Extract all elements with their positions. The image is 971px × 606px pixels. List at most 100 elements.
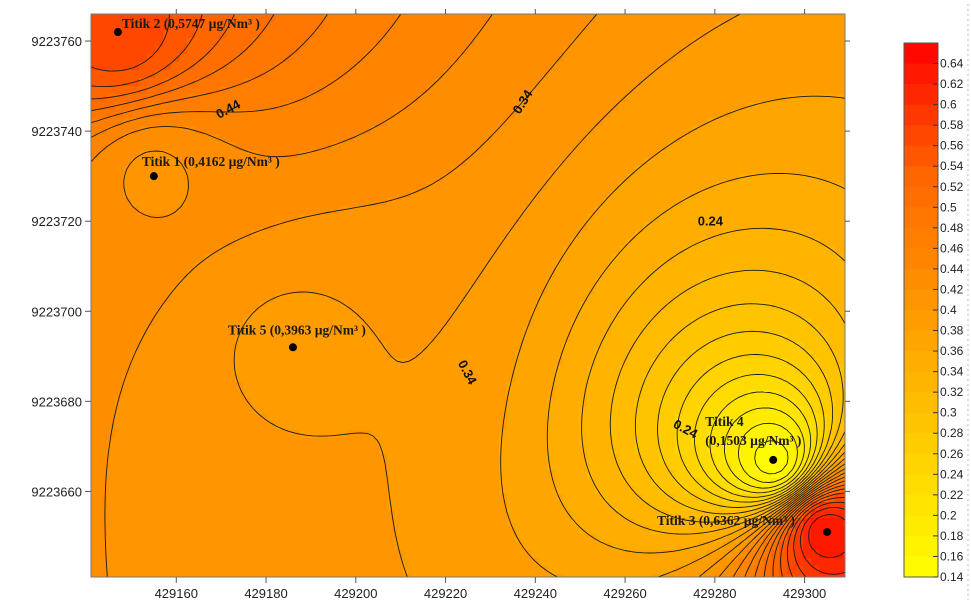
- field-cell: [675, 142, 684, 151]
- field-cell: [155, 78, 164, 87]
- field-cell: [163, 406, 172, 415]
- field-cell: [435, 38, 444, 47]
- field-cell: [243, 318, 252, 327]
- field-cell: [795, 286, 804, 295]
- field-cell: [843, 126, 845, 135]
- field-cell: [155, 126, 164, 135]
- field-cell: [347, 358, 356, 367]
- field-cell: [507, 142, 516, 151]
- field-cell: [587, 230, 596, 239]
- field-cell: [331, 142, 340, 151]
- field-cell: [347, 334, 356, 343]
- field-cell: [563, 214, 572, 223]
- field-cell: [291, 46, 300, 55]
- field-cell: [771, 262, 780, 271]
- field-cell: [451, 78, 460, 87]
- field-cell: [811, 398, 820, 407]
- field-cell: [507, 286, 516, 295]
- field-cell: [499, 270, 508, 279]
- field-cell: [403, 206, 412, 215]
- field-cell: [467, 342, 476, 351]
- field-cell: [843, 358, 845, 367]
- field-cell: [91, 246, 100, 255]
- field-cell: [99, 230, 108, 239]
- field-cell: [811, 94, 820, 103]
- field-cell: [619, 406, 628, 415]
- field-cell: [355, 198, 364, 207]
- field-cell: [491, 222, 500, 231]
- field-cell: [115, 174, 124, 183]
- field-cell: [243, 382, 252, 391]
- field-cell: [179, 262, 188, 271]
- field-cell: [563, 422, 572, 431]
- field-cell: [235, 286, 244, 295]
- field-cell: [299, 334, 308, 343]
- field-cell: [123, 54, 132, 63]
- field-cell: [299, 366, 308, 375]
- field-cell: [659, 30, 668, 39]
- field-cell: [219, 254, 228, 263]
- field-cell: [275, 406, 284, 415]
- field-cell: [843, 342, 845, 351]
- field-cell: [715, 318, 724, 327]
- field-cell: [595, 382, 604, 391]
- field-cell: [811, 238, 820, 247]
- field-cell: [787, 294, 796, 303]
- field-cell: [803, 110, 812, 119]
- field-cell: [731, 206, 740, 215]
- field-cell: [307, 206, 316, 215]
- field-cell: [611, 30, 620, 39]
- field-cell: [179, 318, 188, 327]
- field-cell: [763, 46, 772, 55]
- field-cell: [283, 278, 292, 287]
- field-cell: [571, 270, 580, 279]
- field-cell: [467, 222, 476, 231]
- field-cell: [507, 310, 516, 319]
- field-cell: [547, 46, 556, 55]
- field-cell: [131, 94, 140, 103]
- field-cell: [355, 78, 364, 87]
- field-cell: [579, 382, 588, 391]
- field-cell: [579, 230, 588, 239]
- field-cell: [483, 134, 492, 143]
- field-cell: [147, 110, 156, 119]
- field-cell: [515, 14, 524, 23]
- field-cell: [531, 30, 540, 39]
- field-cell: [387, 342, 396, 351]
- field-cell: [499, 238, 508, 247]
- field-cell: [507, 22, 516, 31]
- field-cell: [483, 366, 492, 375]
- field-cell: [467, 126, 476, 135]
- field-cell: [803, 174, 812, 183]
- field-cell: [451, 350, 460, 359]
- field-cell: [579, 366, 588, 375]
- field-cell: [235, 294, 244, 303]
- field-cell: [267, 318, 276, 327]
- field-cell: [579, 198, 588, 207]
- field-cell: [139, 422, 148, 431]
- field-cell: [747, 182, 756, 191]
- field-cell: [443, 326, 452, 335]
- field-cell: [547, 14, 556, 23]
- field-cell: [155, 198, 164, 207]
- field-cell: [275, 390, 284, 399]
- field-cell: [211, 118, 220, 127]
- field-cell: [611, 398, 620, 407]
- field-cell: [643, 374, 652, 383]
- field-cell: [235, 14, 244, 23]
- field-cell: [259, 422, 268, 431]
- field-cell: [227, 318, 236, 327]
- field-cell: [563, 390, 572, 399]
- field-cell: [507, 54, 516, 63]
- field-cell: [195, 382, 204, 391]
- field-cell: [235, 334, 244, 343]
- field-cell: [763, 206, 772, 215]
- field-cell: [451, 246, 460, 255]
- field-cell: [283, 22, 292, 31]
- field-cell: [771, 238, 780, 247]
- field-cell: [443, 398, 452, 407]
- field-cell: [123, 142, 132, 151]
- field-cell: [307, 102, 316, 111]
- field-cell: [107, 334, 116, 343]
- field-cell: [619, 142, 628, 151]
